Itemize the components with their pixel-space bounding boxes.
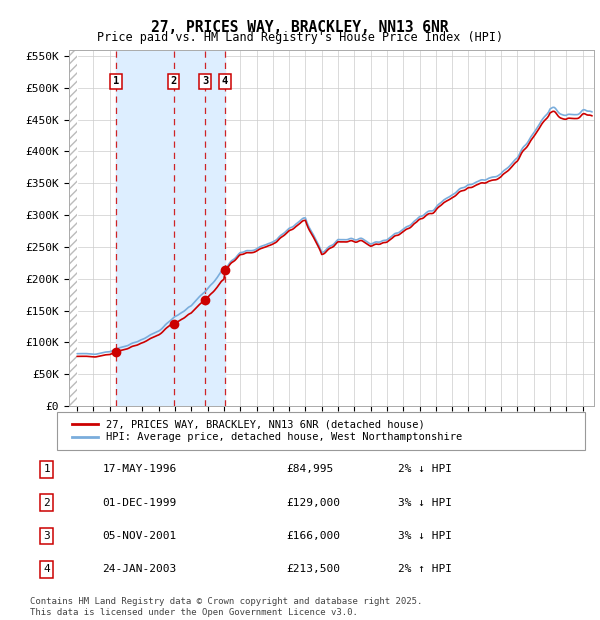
Text: 4: 4 bbox=[222, 76, 228, 86]
Text: £84,995: £84,995 bbox=[287, 464, 334, 474]
Text: 17-MAY-1996: 17-MAY-1996 bbox=[103, 464, 177, 474]
Text: 05-NOV-2001: 05-NOV-2001 bbox=[103, 531, 177, 541]
Text: 3% ↓ HPI: 3% ↓ HPI bbox=[398, 498, 452, 508]
Text: 2: 2 bbox=[43, 498, 50, 508]
Text: 1: 1 bbox=[113, 76, 119, 86]
Bar bbox=[69, 50, 77, 406]
Text: 3% ↓ HPI: 3% ↓ HPI bbox=[398, 531, 452, 541]
Text: 3: 3 bbox=[202, 76, 208, 86]
Text: 27, PRICES WAY, BRACKLEY, NN13 6NR: 27, PRICES WAY, BRACKLEY, NN13 6NR bbox=[151, 20, 449, 35]
Text: 3: 3 bbox=[43, 531, 50, 541]
Text: Price paid vs. HM Land Registry's House Price Index (HPI): Price paid vs. HM Land Registry's House … bbox=[97, 31, 503, 44]
FancyBboxPatch shape bbox=[57, 412, 585, 450]
Text: Contains HM Land Registry data © Crown copyright and database right 2025.
This d: Contains HM Land Registry data © Crown c… bbox=[30, 598, 422, 617]
Text: 24-JAN-2003: 24-JAN-2003 bbox=[103, 564, 177, 574]
Text: 2% ↓ HPI: 2% ↓ HPI bbox=[398, 464, 452, 474]
Text: £213,500: £213,500 bbox=[287, 564, 341, 574]
Text: £129,000: £129,000 bbox=[287, 498, 341, 508]
Text: 2% ↑ HPI: 2% ↑ HPI bbox=[398, 564, 452, 574]
Bar bbox=[69, 50, 77, 406]
Bar bbox=[116, 50, 225, 406]
Text: 2: 2 bbox=[170, 76, 177, 86]
Text: 4: 4 bbox=[43, 564, 50, 574]
Legend: 27, PRICES WAY, BRACKLEY, NN13 6NR (detached house), HPI: Average price, detache: 27, PRICES WAY, BRACKLEY, NN13 6NR (deta… bbox=[67, 415, 466, 446]
Text: 01-DEC-1999: 01-DEC-1999 bbox=[103, 498, 177, 508]
Text: £166,000: £166,000 bbox=[287, 531, 341, 541]
Text: 1: 1 bbox=[43, 464, 50, 474]
